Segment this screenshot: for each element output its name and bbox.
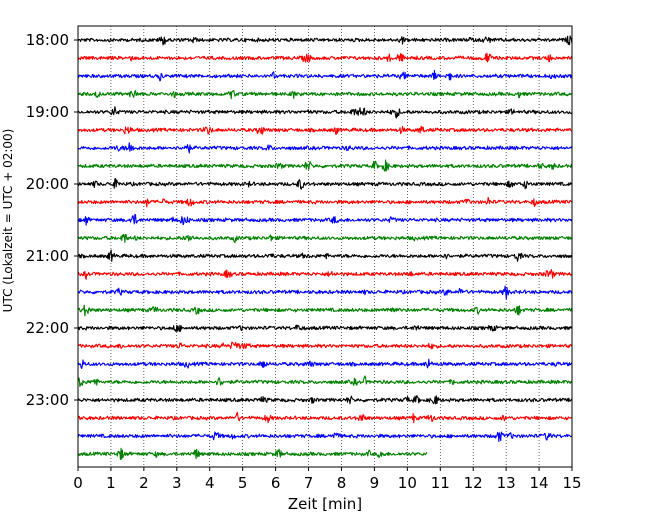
trace-2345 [77, 447, 428, 460]
y-tick-label: 23:00 [26, 391, 69, 409]
trace-2245 [77, 375, 573, 387]
y-axis-ticks: 18:00 19:00 20:00 21:00 22:00 23:00 [26, 31, 78, 409]
trace-2230 [77, 358, 573, 369]
trace-2200 [77, 324, 573, 333]
trace-1930 [77, 142, 573, 154]
x-tick-label: 15 [562, 474, 581, 492]
x-tick-label: 10 [398, 474, 417, 492]
trace-1815 [77, 52, 573, 63]
y-tick-label: 21:00 [26, 247, 69, 265]
trace-2015 [77, 196, 573, 208]
x-tick-label: 0 [73, 474, 83, 492]
trace-1900 [77, 106, 573, 119]
trace-2000 [77, 177, 573, 190]
x-tick-label: 11 [431, 474, 450, 492]
y-tick-label: 20:00 [26, 175, 69, 193]
y-tick-label: 18:00 [26, 31, 69, 49]
trace-1945 [77, 159, 573, 172]
trace-1800 [77, 35, 573, 46]
x-tick-label: 4 [205, 474, 215, 492]
trace-2100 [77, 249, 573, 262]
x-tick-label: 6 [271, 474, 281, 492]
trace-2030 [77, 213, 573, 226]
trace-2045 [77, 233, 573, 244]
trace-2145 [77, 304, 573, 317]
y-tick-label: 19:00 [26, 103, 69, 121]
trace-1915 [77, 125, 573, 135]
x-tick-label: 5 [238, 474, 248, 492]
x-tick-label: 2 [139, 474, 149, 492]
x-axis-label: Zeit [min] [288, 495, 362, 513]
trace-1830 [77, 69, 573, 82]
x-tick-label: 12 [464, 474, 483, 492]
trace-2130 [77, 285, 573, 300]
y-axis-label: UTC (Lokalzeit = UTC + 02:00) [1, 129, 15, 313]
seismic-traces [77, 35, 573, 460]
trace-2330 [77, 431, 573, 443]
trace-2300 [77, 394, 573, 405]
x-tick-label: 1 [106, 474, 116, 492]
x-tick-label: 13 [497, 474, 516, 492]
trace-2315 [77, 411, 573, 424]
x-tick-label: 14 [530, 474, 549, 492]
y-tick-label: 22:00 [26, 319, 69, 337]
x-tick-label: 8 [337, 474, 347, 492]
x-tick-label: 9 [370, 474, 380, 492]
trace-2215 [77, 341, 573, 350]
plot-frame [77, 25, 573, 468]
trace-1845 [77, 89, 573, 100]
trace-2115 [77, 269, 573, 280]
x-axis-ticks: 0 1 2 3 4 5 6 7 8 9 10 11 12 13 14 15 [73, 467, 582, 492]
x-tick-label: 3 [172, 474, 182, 492]
x-tick-label: 7 [304, 474, 314, 492]
